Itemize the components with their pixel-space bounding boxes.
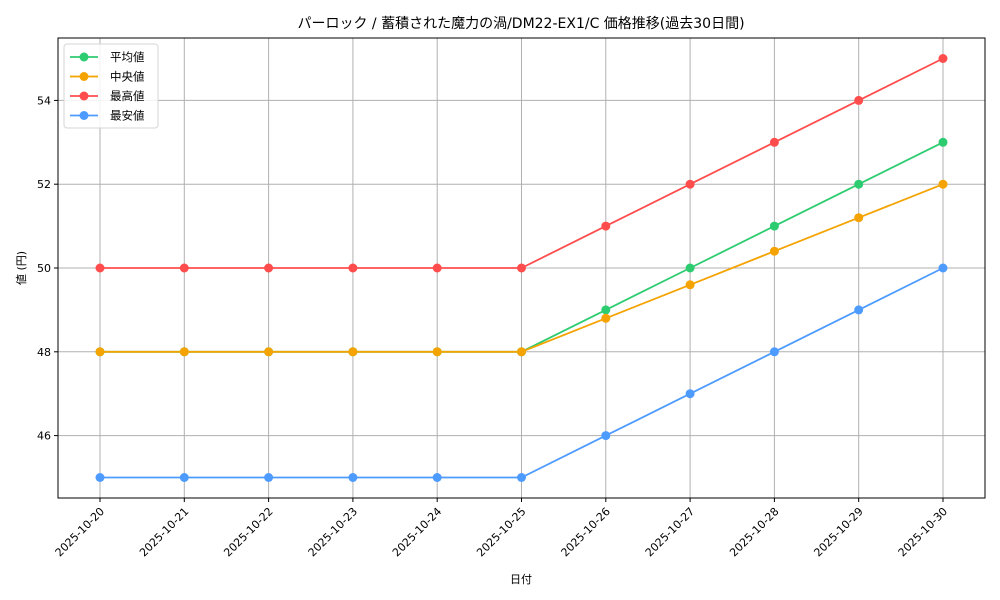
data-point-marker (854, 213, 864, 223)
y-tick-label: 52 (37, 178, 51, 191)
legend-label: 中央値 (110, 70, 145, 84)
x-tick-label: 2025-10-23 (306, 505, 360, 559)
data-point-marker (601, 313, 611, 323)
x-axis-ticks: 2025-10-20 2025-10-21 2025-10-22 2025-10-23… (53, 498, 950, 559)
legend-marker-icon (79, 72, 89, 81)
data-point-marker (601, 221, 611, 231)
data-point-marker (938, 137, 948, 147)
series-lines (95, 54, 948, 482)
data-point-marker (348, 473, 358, 482)
data-point-marker (685, 389, 695, 399)
data-point-marker (685, 280, 695, 290)
legend-entry: 中央値 (70, 70, 145, 84)
y-tick-label: 54 (37, 94, 51, 107)
legend-marker-icon (79, 52, 89, 62)
data-point-marker (601, 431, 611, 441)
data-point-marker (769, 246, 779, 256)
chart-title: パーロック / 蓄積された魔力の渦/DM22-EX1/C 価格推移(過去30日間… (297, 16, 744, 32)
series-最高値 (95, 54, 948, 273)
legend-marker-icon (79, 91, 89, 101)
data-point-marker (517, 473, 526, 482)
legend-marker-icon (79, 111, 89, 120)
y-axis-ticks: 46 48 50 52 54 (37, 94, 58, 443)
series-中央値 (95, 179, 948, 357)
legend-box (63, 43, 159, 129)
x-tick-label: 2025-10-30 (896, 505, 950, 559)
data-point-marker (179, 347, 189, 357)
data-point-marker (95, 473, 105, 482)
x-tick-label: 2025-10-27 (643, 505, 697, 559)
x-tick-label: 2025-10-24 (390, 505, 444, 559)
x-tick-label: 2025-10-28 (727, 505, 781, 559)
data-point-marker (95, 347, 105, 357)
x-axis-label: 日付 (510, 573, 532, 586)
y-tick-label: 46 (37, 430, 51, 443)
data-point-marker (348, 347, 358, 357)
data-point-marker (179, 473, 189, 482)
legend-label: 平均値 (110, 50, 145, 64)
data-point-marker (854, 179, 864, 189)
data-point-marker (264, 473, 274, 482)
data-point-marker (179, 263, 189, 273)
data-point-marker (769, 137, 779, 147)
x-tick-label: 2025-10-29 (811, 505, 865, 559)
data-point-marker (685, 179, 695, 189)
x-tick-label: 2025-10-22 (221, 505, 275, 559)
y-axis-label: 値 (円) (15, 251, 28, 285)
legend-label: 最高値 (110, 89, 145, 103)
data-point-marker (938, 54, 948, 63)
data-point-marker (264, 263, 274, 273)
legend-label: 最安値 (110, 109, 145, 123)
data-point-marker (938, 263, 948, 273)
data-point-marker (769, 221, 779, 231)
data-point-marker (432, 473, 442, 482)
data-point-marker (432, 347, 442, 357)
data-point-marker (854, 95, 864, 105)
data-point-marker (685, 263, 695, 273)
data-point-marker (769, 347, 779, 357)
x-tick-label: 2025-10-25 (474, 505, 528, 559)
y-tick-label: 50 (37, 262, 51, 275)
x-tick-label: 2025-10-20 (53, 505, 107, 559)
data-point-marker (938, 179, 948, 189)
x-tick-label: 2025-10-26 (559, 505, 613, 559)
y-tick-label: 48 (37, 346, 51, 359)
x-tick-label: 2025-10-21 (137, 505, 191, 559)
data-point-marker (264, 347, 274, 357)
data-point-marker (95, 263, 105, 273)
data-point-marker (348, 263, 358, 273)
series-最安値 (95, 263, 948, 482)
data-point-marker (854, 305, 864, 315)
data-point-marker (517, 263, 526, 273)
data-point-marker (601, 305, 611, 315)
legend-entry: 最安値 (70, 109, 145, 123)
legend-entry: 最高値 (70, 89, 145, 103)
legend-entry: 平均値 (70, 50, 145, 64)
data-point-marker (432, 263, 442, 273)
data-point-marker (517, 347, 526, 357)
